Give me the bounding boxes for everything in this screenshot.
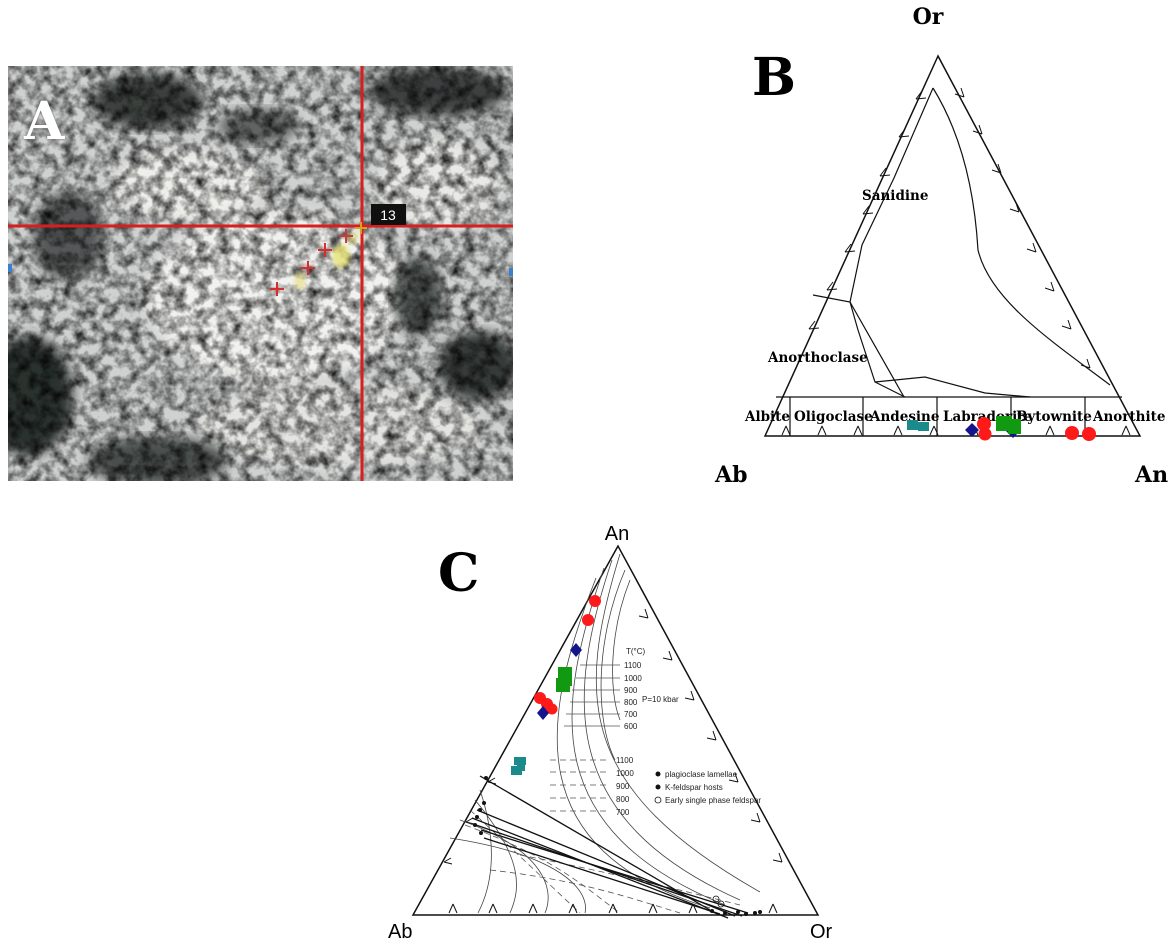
temp-label-lower: 1000 xyxy=(616,769,634,778)
panel-label-b: B xyxy=(752,47,796,108)
legend-entry: K-feldspar hosts xyxy=(665,783,723,792)
data-points-green xyxy=(996,416,1021,434)
data-points-green xyxy=(556,667,572,692)
crosshair xyxy=(8,66,513,481)
field-label-anorthoclase: Anorthoclase xyxy=(767,350,868,366)
temp-header: T(°C) xyxy=(626,647,646,656)
pressure-label: P=10 kbar xyxy=(642,695,679,704)
field-label-andesine: Andesine xyxy=(869,409,939,425)
panel-label-c: C xyxy=(438,543,480,604)
photomicrograph-panel-a: 13 xyxy=(8,66,513,481)
temp-label-upper: 800 xyxy=(624,698,638,707)
field-label-bytownite: Bytownite xyxy=(1016,409,1092,425)
ternary-diagram-b: Or Ab An Sanidine Anorthoclase Albite Ol… xyxy=(714,4,1168,488)
axis-ticks xyxy=(781,87,1131,436)
temp-label-upper: 900 xyxy=(624,686,638,695)
legend-entry: Early single phase feldspar xyxy=(665,796,761,805)
point-marker: 13 xyxy=(371,204,406,225)
axis-ticks xyxy=(443,608,783,914)
measured-dots xyxy=(473,776,762,916)
temp-label-upper: 1000 xyxy=(624,674,642,683)
data-points-red xyxy=(977,417,1096,441)
panel-label-a: A xyxy=(24,91,65,152)
traverse-points xyxy=(270,222,367,296)
temp-label-lower: 800 xyxy=(616,795,630,804)
temp-label-lower: 700 xyxy=(616,808,630,817)
vertex-label-ab: Ab xyxy=(388,921,412,943)
svg-text:13: 13 xyxy=(380,207,396,223)
temp-label-upper: 1100 xyxy=(624,661,642,670)
legend-marker xyxy=(655,784,661,790)
vertex-label-an: An xyxy=(1134,462,1168,488)
temp-label-lower: 900 xyxy=(616,782,630,791)
legend-marker xyxy=(655,771,661,777)
data-points-blue xyxy=(537,643,582,720)
legend-marker xyxy=(654,796,662,804)
vertex-label-or: Or xyxy=(913,4,944,30)
temp-label-upper: 700 xyxy=(624,710,638,719)
ternary-diagram-c: An Ab Or T(°C) 1100 1000 900 800 700 600… xyxy=(388,523,833,943)
field-boundaries xyxy=(789,87,1111,436)
vertex-label-ab: Ab xyxy=(714,462,747,488)
temp-label-lower: 1100 xyxy=(616,756,634,765)
legend: plagioclase lamellae K-feldspar hosts Ea… xyxy=(654,770,761,805)
vertex-label-or: Or xyxy=(810,921,833,943)
field-label-sanidine: Sanidine xyxy=(862,188,928,204)
field-label-oligoclase: Oligoclase xyxy=(794,409,873,425)
isotherm-leaders xyxy=(564,664,620,727)
data-points-teal xyxy=(511,757,526,775)
field-label-anorthite: Anorthite xyxy=(1092,409,1165,425)
legend-entry: plagioclase lamellae xyxy=(665,770,738,779)
ternary-frame xyxy=(763,54,1142,437)
tie-lines xyxy=(471,775,749,919)
vertex-label-an: An xyxy=(605,523,629,545)
field-label-albite: Albite xyxy=(744,409,790,425)
data-points-red xyxy=(534,595,601,715)
ternary-frame xyxy=(411,544,820,916)
data-points-teal xyxy=(907,420,929,431)
temp-label-upper: 600 xyxy=(624,722,638,731)
